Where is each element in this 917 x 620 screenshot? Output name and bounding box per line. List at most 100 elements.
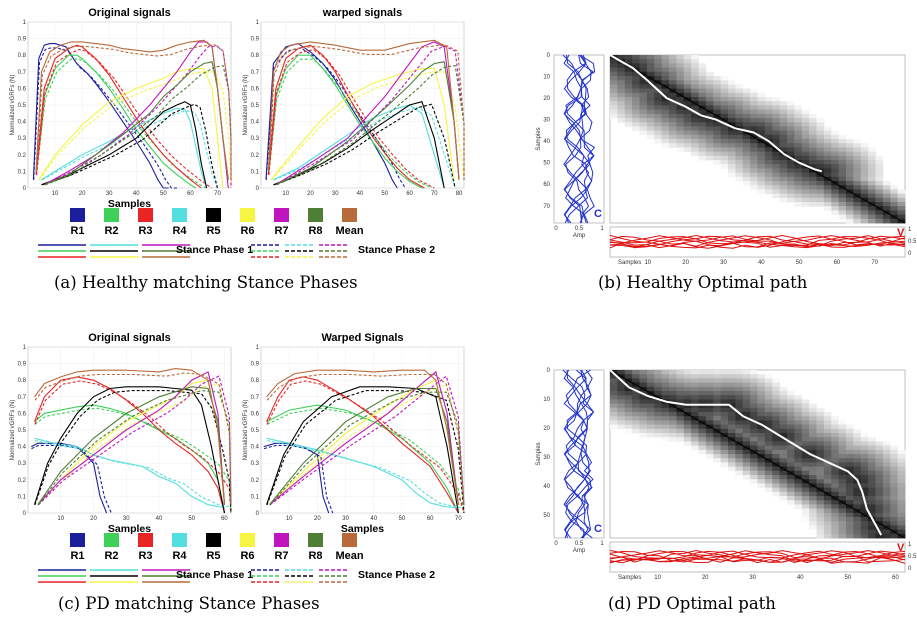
series-line-r3: [267, 44, 425, 189]
cost-cell: [838, 197, 847, 203]
x-axis-label: Samples: [618, 260, 641, 266]
cost-cell: [735, 416, 744, 421]
cost-cell: [875, 210, 884, 215]
cost-cell: [617, 420, 626, 425]
cost-cell: [794, 483, 803, 488]
cost-cell: [632, 407, 640, 413]
cost-cell: [617, 399, 626, 404]
cost-cell: [831, 437, 840, 442]
cost-cell: [632, 59, 640, 64]
cost-cell: [713, 80, 722, 85]
series-dashed-r8: [276, 64, 465, 186]
cost-cell: [764, 181, 773, 186]
cost-cell: [705, 399, 714, 404]
cost-cell: [838, 210, 847, 215]
cost-cell: [838, 206, 847, 211]
cost-cell: [772, 428, 781, 434]
cost-cell: [846, 424, 854, 430]
cost-cell: [846, 172, 854, 178]
cost-cell: [794, 143, 803, 148]
cost-cell: [846, 483, 854, 488]
series-dashed-mean: [268, 44, 465, 180]
cost-cell: [831, 164, 840, 169]
cost-cell: [624, 420, 633, 425]
cost-cell: [772, 403, 781, 409]
cost-cell: [764, 189, 773, 194]
cost-cell: [853, 197, 862, 203]
cost-matrix-plot: [609, 369, 906, 539]
legend-label-r6: R6: [240, 225, 254, 237]
cost-cell: [831, 475, 840, 480]
x-tick-label: 60: [187, 191, 194, 197]
cost-cell: [853, 202, 862, 207]
cost-cell: [787, 181, 795, 186]
cost-cell: [860, 525, 869, 530]
cost-cell: [779, 454, 788, 459]
cost-cell: [787, 395, 795, 400]
cost-cell: [639, 382, 648, 388]
cost-cell: [875, 155, 884, 161]
cost-cell: [661, 76, 670, 81]
cost-cell: [610, 386, 618, 392]
cost-cell: [823, 151, 832, 157]
cost-cell: [750, 185, 758, 190]
cost-cell: [794, 134, 803, 140]
cost-cell: [868, 155, 876, 161]
cost-cell: [646, 105, 655, 110]
cost-cell: [860, 164, 869, 169]
cost-cell: [728, 101, 736, 106]
cost-cell: [794, 399, 803, 404]
cost-cell: [816, 160, 825, 165]
series-line-r3: [266, 376, 459, 514]
cost-cell: [742, 118, 751, 123]
cost-cell: [698, 403, 707, 409]
series-dashed-r4: [42, 110, 218, 189]
cost-cell: [897, 479, 906, 484]
cost-cell: [764, 470, 773, 476]
cost-cell: [809, 449, 817, 455]
cost-cell: [875, 458, 884, 463]
cost-cell: [735, 97, 744, 102]
cost-cell: [735, 386, 744, 392]
cost-cell: [860, 151, 869, 157]
cost-cell: [816, 441, 825, 446]
legend-label-r7: R7: [274, 550, 288, 562]
cost-cell: [801, 433, 810, 438]
cost-cell: [764, 433, 773, 438]
series-dashed-r8: [45, 64, 232, 186]
x-tick-label: 70: [871, 260, 878, 266]
cost-cell: [809, 185, 817, 190]
x-tick-label: 50: [796, 260, 803, 266]
cost-cell: [661, 407, 670, 413]
cost-cell: [787, 445, 795, 451]
cost-cell: [676, 378, 685, 383]
cost-cell: [705, 445, 714, 451]
cost-cell: [728, 151, 736, 157]
cost-cell: [728, 164, 736, 169]
cost-cell: [779, 395, 788, 400]
cost-cell: [661, 412, 670, 417]
cost-cell: [890, 202, 899, 207]
cost-cell: [764, 407, 773, 413]
cost-cell: [816, 521, 825, 526]
x-axis-label: Samples: [618, 575, 641, 581]
cost-cell: [772, 437, 781, 442]
cost-cell: [809, 143, 817, 148]
cost-cell: [794, 428, 803, 434]
legend-swatch-r4: [172, 533, 187, 547]
cost-cell: [816, 202, 825, 207]
cost-cell: [816, 533, 825, 539]
x-tick-label: 10: [57, 516, 64, 522]
legend-label-r6: R6: [240, 550, 254, 562]
cost-cell: [683, 92, 692, 98]
cost-cell: [742, 88, 751, 94]
cost-cell: [809, 479, 817, 484]
cost-cell: [897, 521, 906, 526]
cost-cell: [764, 130, 773, 136]
cost-cell: [632, 416, 640, 421]
cost-cell: [713, 458, 722, 463]
cost-cell: [750, 370, 758, 375]
cost-cell: [809, 134, 817, 140]
